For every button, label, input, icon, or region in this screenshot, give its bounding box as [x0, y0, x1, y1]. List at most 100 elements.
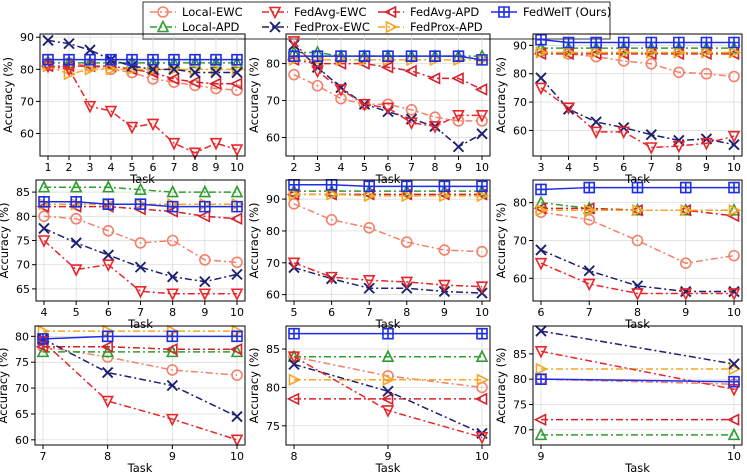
data-point: [701, 46, 714, 59]
data-point: [209, 137, 223, 151]
data-point: [37, 235, 51, 248]
data-point: [700, 67, 713, 80]
data-point: [679, 181, 692, 194]
series-fedweit-ours: [42, 53, 243, 66]
grid: [286, 326, 490, 445]
data-point: [168, 53, 180, 66]
x-tick-label: 4: [108, 161, 115, 174]
x-tick-label: 6: [620, 161, 627, 174]
x-tick-label: 4: [41, 306, 48, 319]
data-point: [288, 373, 302, 387]
x-tick-label: 2: [291, 161, 298, 174]
data-point: [562, 102, 575, 116]
data-point: [673, 36, 685, 49]
data-point: [229, 212, 243, 226]
x-tick-label: 10: [727, 161, 741, 174]
data-point: [535, 325, 547, 337]
x-tick-label: 8: [675, 161, 682, 174]
series-line: [293, 59, 483, 91]
data-point: [166, 72, 180, 86]
data-point: [404, 64, 417, 78]
series-line: [540, 249, 734, 293]
data-point: [231, 410, 243, 423]
x-tick-label: 2: [66, 161, 73, 174]
data-point: [134, 182, 147, 195]
data-point: [475, 349, 489, 363]
data-point: [147, 73, 159, 85]
y-axis-title: Accuracy (%): [494, 347, 508, 423]
data-point: [428, 121, 442, 134]
data-point: [230, 184, 244, 198]
data-point: [63, 67, 77, 81]
data-point: [728, 36, 740, 49]
panel-1: 60 70 80 90 1 2 3 4 5 6 7 8 9 10 Task Accuracy (%): [1, 31, 246, 186]
grid: [40, 34, 245, 156]
data-point: [231, 256, 243, 269]
legend-item-fedweit-ours: FedWeIT (Ours): [491, 5, 611, 19]
data-point: [728, 46, 742, 59]
series-local-ewc: [288, 198, 488, 258]
data-point: [198, 184, 212, 198]
data-point: [726, 413, 740, 426]
series-line: [540, 378, 735, 383]
data-point: [700, 36, 713, 49]
x-tick-label: 10: [475, 306, 489, 319]
y-tick-label: 90: [513, 39, 527, 52]
data-point: [643, 47, 657, 61]
data-point: [476, 373, 490, 387]
data-point: [616, 47, 630, 61]
data-point: [231, 53, 243, 66]
data-point: [42, 53, 54, 66]
data-point: [452, 110, 465, 123]
series-line: [48, 62, 238, 91]
x-tick-label: 9: [201, 306, 208, 319]
data-point: [452, 141, 465, 153]
data-point: [673, 46, 687, 59]
data-point: [401, 180, 413, 193]
series-local-ewc: [37, 340, 243, 381]
y-tick-label: 65: [16, 283, 30, 296]
data-point: [726, 47, 740, 61]
x-tick-label: 8: [291, 450, 298, 463]
data-point: [69, 264, 83, 277]
series-line: [540, 87, 735, 149]
series-line: [293, 356, 483, 439]
data-point: [102, 198, 115, 210]
data-point: [533, 202, 547, 215]
data-point: [679, 202, 693, 216]
y-axis-title: Accuracy (%): [494, 202, 508, 278]
data-point: [400, 236, 413, 248]
legend-item-fedavg-apd: FedAvg-APD: [378, 5, 479, 19]
series-fedavg-apd: [533, 413, 740, 426]
grid: [533, 326, 742, 445]
x-axis-title: Task: [127, 317, 153, 331]
data-point: [134, 198, 147, 210]
series-line: [294, 184, 482, 188]
y-tick-label: 80: [266, 225, 280, 238]
x-tick-label: 8: [104, 450, 111, 463]
data-point: [325, 214, 338, 226]
data-point: [427, 72, 441, 85]
data-point: [452, 50, 465, 62]
data-point: [38, 222, 50, 235]
series-fedavg-ewc: [534, 257, 741, 301]
legend-label: FedProx-EWC: [294, 20, 370, 34]
data-point: [363, 221, 376, 234]
series-local-apd: [534, 427, 741, 441]
data-point: [189, 53, 201, 66]
data-point: [362, 275, 376, 288]
x-tick-label: 9: [538, 450, 545, 463]
legend-item-fedprox-ewc: FedProx-EWC: [262, 20, 370, 34]
data-point: [382, 327, 394, 340]
data-point: [37, 179, 51, 193]
data-point: [101, 366, 114, 379]
x-tick-label: 7: [366, 306, 373, 319]
series-line: [48, 65, 237, 85]
x-tick-label: 9: [455, 161, 462, 174]
data-point: [400, 276, 414, 290]
data-point: [288, 178, 300, 191]
data-point: [63, 53, 75, 66]
y-tick-label: 75: [16, 235, 30, 248]
grid: [35, 326, 245, 445]
legend-label: FedProx-APD: [410, 20, 483, 34]
